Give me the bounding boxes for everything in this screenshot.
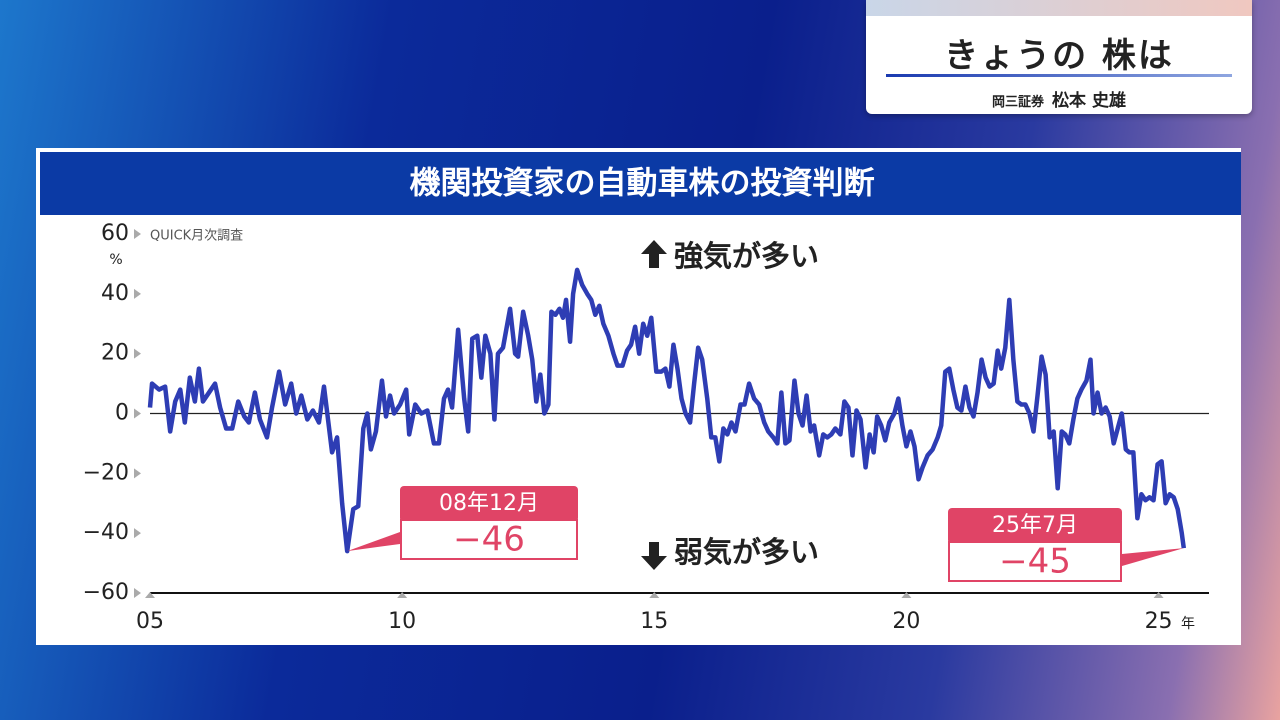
callout-pointer <box>1122 548 1184 566</box>
guest: 岡三証券 松本 史雄 <box>866 86 1252 111</box>
callout-header <box>400 486 578 522</box>
up-arrow <box>641 240 667 268</box>
guest-company: 岡三証券 <box>992 95 1045 110</box>
callout-value: −46 <box>453 520 525 560</box>
callout-pointer <box>347 532 400 552</box>
x-tick-marker <box>145 592 155 598</box>
callout-date: 08年12月 <box>439 491 539 516</box>
y-unit: % <box>109 252 122 268</box>
y-tick-label: 60 <box>101 221 129 246</box>
x-tick-label: 05 <box>136 609 164 634</box>
callout-date: 25年7月 <box>992 513 1078 538</box>
title-bar <box>40 152 1241 215</box>
callout-body <box>948 541 1122 582</box>
bear-label: 弱気が多い <box>674 535 819 569</box>
y-tick-marker <box>134 408 141 419</box>
callout-body <box>400 519 578 560</box>
program-title: きょうの 株は <box>944 36 1174 76</box>
y-tick-label: −40 <box>83 520 129 545</box>
guest-name: 松本 史雄 <box>1052 91 1126 111</box>
y-tick-label: −20 <box>83 460 129 485</box>
y-tick-marker <box>134 468 141 479</box>
rule <box>886 74 1232 77</box>
x-tick-marker <box>397 592 408 598</box>
callout-value: −45 <box>999 542 1071 582</box>
x-tick-label: 15 <box>640 609 668 634</box>
y-tick-label: 20 <box>101 341 129 366</box>
callout-header <box>948 508 1122 544</box>
y-tick-marker <box>134 229 141 239</box>
y-tick-marker <box>134 288 141 299</box>
x-unit: 年 <box>1181 616 1195 632</box>
program-title-box: きょうの 株は 岡三証券 松本 史雄 <box>866 0 1252 114</box>
x-tick-marker <box>649 592 660 598</box>
x-tick-marker <box>1153 592 1164 598</box>
chart-panel: 機関投資家の自動車株の投資判断 QUICK月次調査 % 年 強気が多い 弱気が多… <box>36 148 1241 645</box>
stripe <box>866 0 1252 16</box>
data-line <box>147 267 1187 554</box>
bull-label: 強気が多い <box>674 239 819 273</box>
x-tick-label: 10 <box>388 609 416 634</box>
y-tick-label: 0 <box>115 401 129 426</box>
source-note: QUICK月次調査 <box>150 229 243 244</box>
chart-title: 機関投資家の自動車株の投資判断 <box>410 166 875 202</box>
y-tick-marker <box>134 528 141 539</box>
x-tick-label: 25 <box>1145 609 1173 634</box>
y-tick-marker <box>134 588 141 598</box>
y-tick-label: 40 <box>101 281 129 306</box>
y-tick-marker <box>134 348 141 359</box>
down-arrow <box>641 542 667 570</box>
x-tick-label: 20 <box>892 609 920 634</box>
x-tick-marker <box>901 592 912 598</box>
y-tick-label: −60 <box>83 580 129 605</box>
